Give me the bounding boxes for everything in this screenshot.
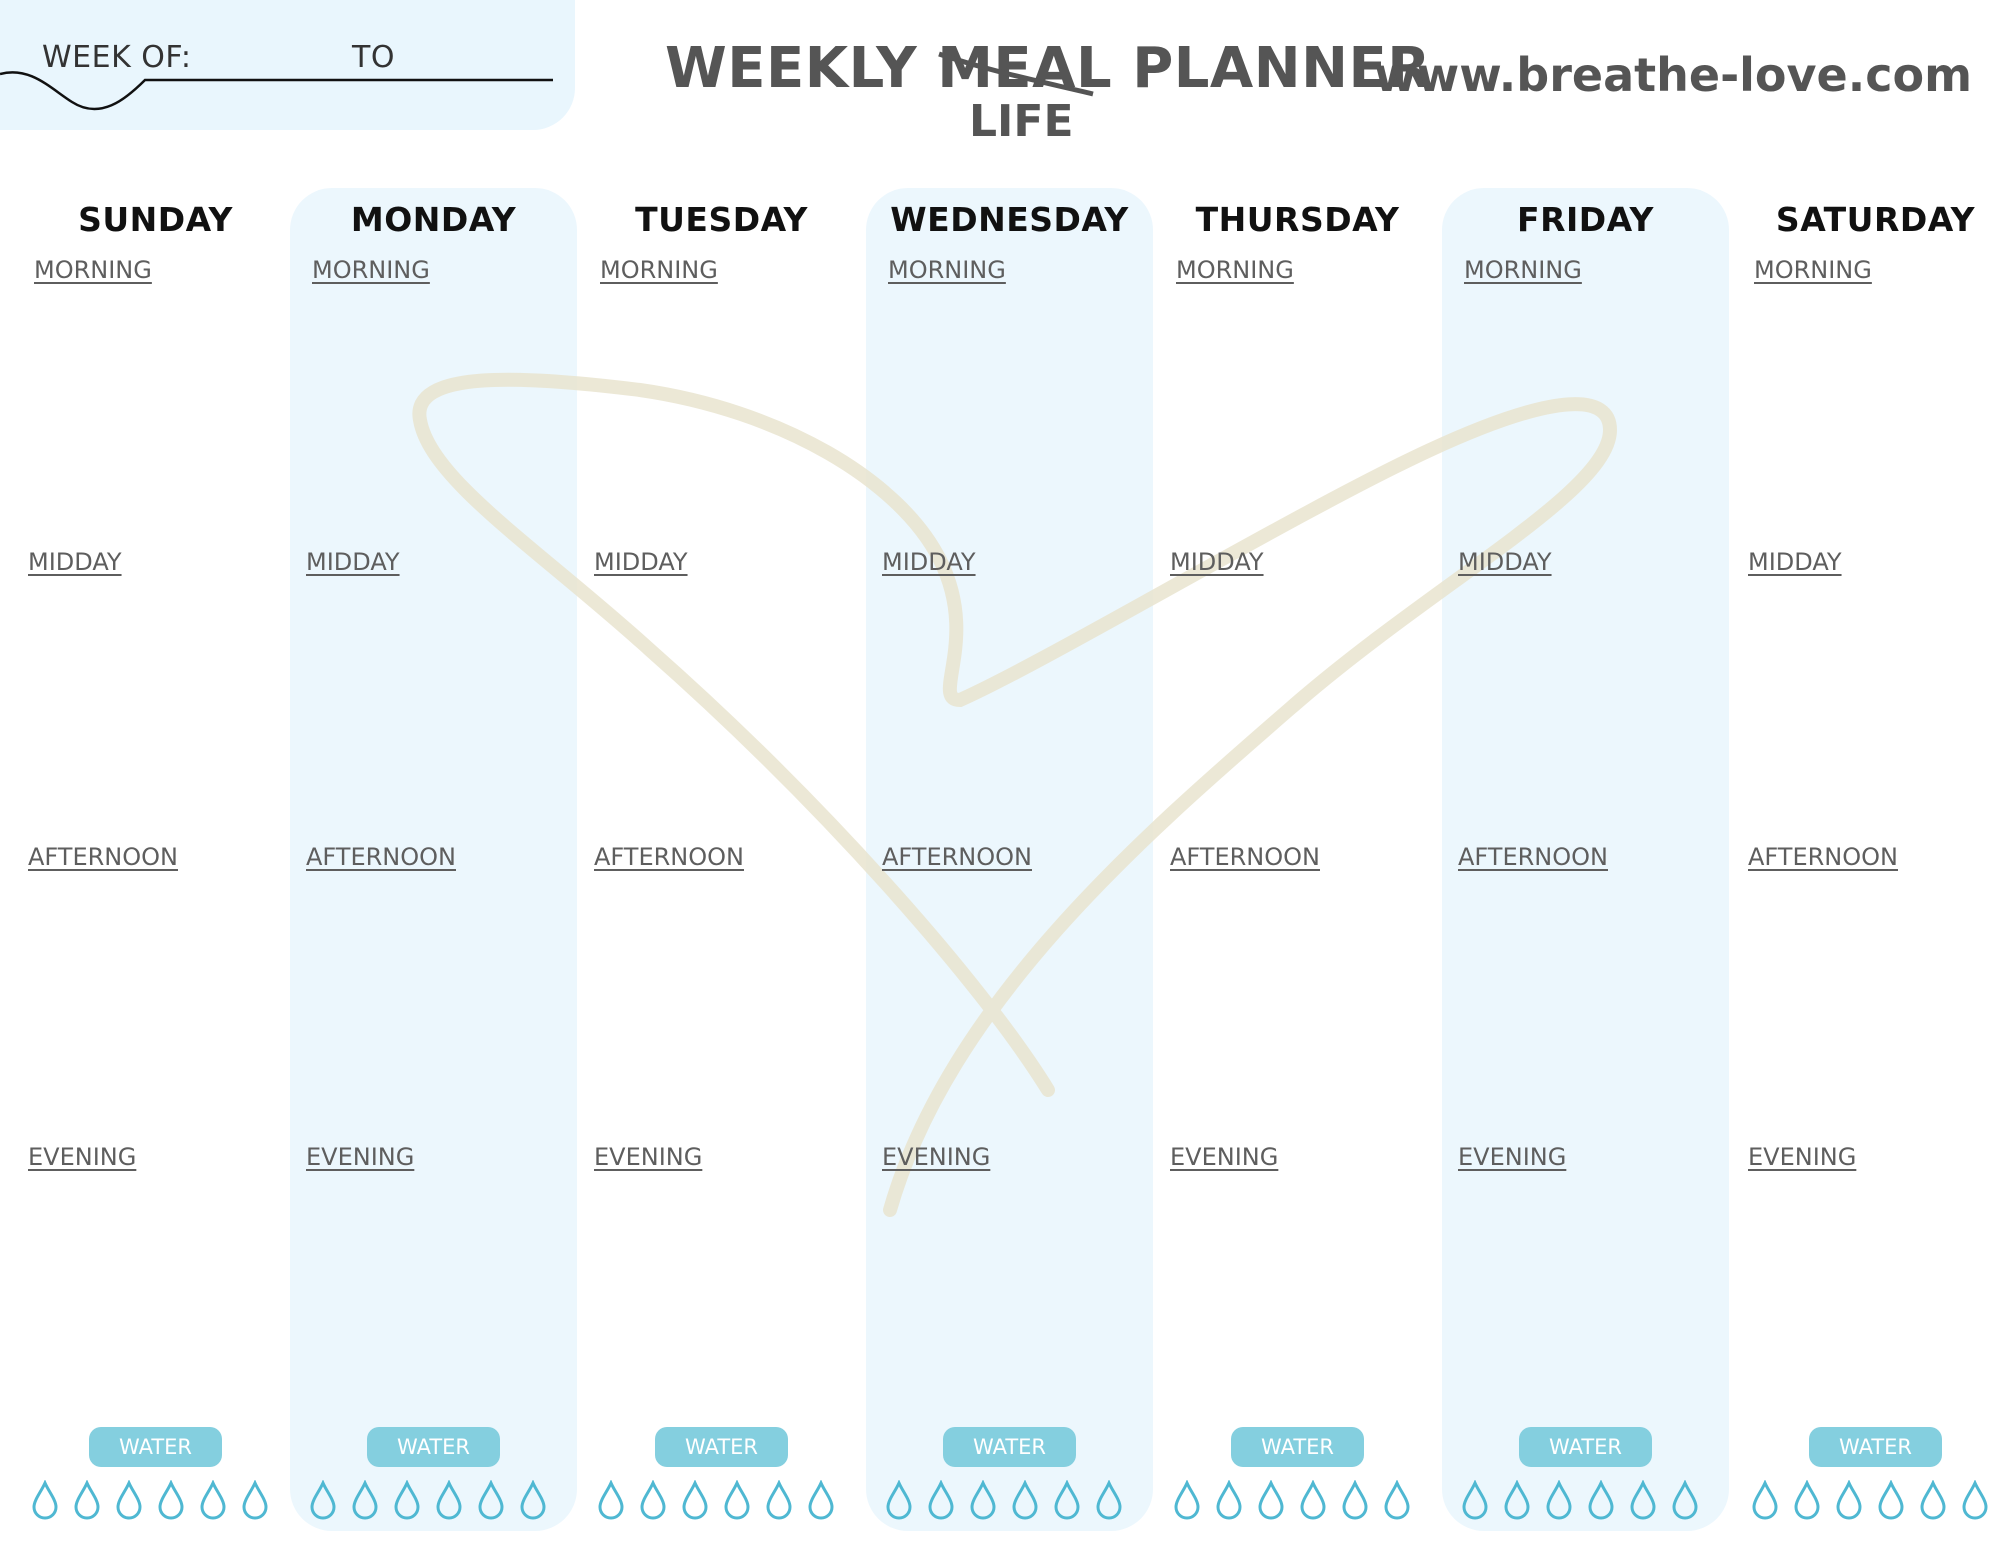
slot-midday[interactable]: MIDDAY (28, 548, 122, 576)
water-drop-icon[interactable] (722, 1480, 752, 1520)
slot-afternoon[interactable]: AFTERNOON (306, 843, 456, 871)
water-drop-icon[interactable] (1876, 1480, 1906, 1520)
slot-morning[interactable]: MORNING (1464, 256, 1582, 284)
slot-midday[interactable]: MIDDAY (882, 548, 976, 576)
slot-evening[interactable]: EVENING (882, 1143, 991, 1171)
slot-morning[interactable]: MORNING (600, 256, 718, 284)
week-of-box: WEEK OF: TO (0, 0, 575, 130)
water-badge: WATER (943, 1427, 1076, 1467)
day-name: SUNDAY (78, 200, 233, 239)
slot-morning[interactable]: MORNING (34, 256, 152, 284)
page-title: WEEKLY MEAL PLANNER LIFE (665, 36, 1430, 156)
strike-through-line (938, 51, 1094, 97)
water-drop-icon[interactable] (1256, 1480, 1286, 1520)
slot-midday[interactable]: MIDDAY (594, 548, 688, 576)
week-date-line[interactable] (0, 60, 560, 120)
slot-midday[interactable]: MIDDAY (1458, 548, 1552, 576)
title-prefix: WEEKLY (665, 36, 938, 101)
water-drop-icon[interactable] (596, 1480, 626, 1520)
title-struck-word: MEAL (937, 36, 1112, 101)
water-drop-icon[interactable] (518, 1480, 548, 1520)
water-drop-icon[interactable] (1960, 1480, 1990, 1520)
slot-afternoon[interactable]: AFTERNOON (28, 843, 178, 871)
water-badge: WATER (1519, 1427, 1652, 1467)
water-drop-icon[interactable] (1460, 1480, 1490, 1520)
water-drop-icon[interactable] (434, 1480, 464, 1520)
slot-evening[interactable]: EVENING (28, 1143, 137, 1171)
water-drop-icon[interactable] (1750, 1480, 1780, 1520)
to-label: TO (352, 40, 395, 75)
water-drop-icon[interactable] (198, 1480, 228, 1520)
slot-afternoon[interactable]: AFTERNOON (1748, 843, 1898, 871)
water-drop-icon[interactable] (1340, 1480, 1370, 1520)
water-drop-icon[interactable] (806, 1480, 836, 1520)
water-badge: WATER (89, 1427, 222, 1467)
water-drop-icon[interactable] (1792, 1480, 1822, 1520)
water-drop-icon[interactable] (1918, 1480, 1948, 1520)
slot-midday[interactable]: MIDDAY (1170, 548, 1264, 576)
water-drop-icon[interactable] (1628, 1480, 1658, 1520)
slot-afternoon[interactable]: AFTERNOON (882, 843, 1032, 871)
slot-evening[interactable]: EVENING (1458, 1143, 1567, 1171)
water-drop-icon[interactable] (30, 1480, 60, 1520)
title-suffix: PLANNER (1112, 36, 1431, 101)
slot-morning[interactable]: MORNING (312, 256, 430, 284)
slot-evening[interactable]: EVENING (1170, 1143, 1279, 1171)
water-drop-icon[interactable] (1172, 1480, 1202, 1520)
slot-afternoon[interactable]: AFTERNOON (594, 843, 744, 871)
water-badge: WATER (1231, 1427, 1364, 1467)
water-drop-icon[interactable] (1214, 1480, 1244, 1520)
water-drop-icon[interactable] (156, 1480, 186, 1520)
water-badge: WATER (1809, 1427, 1942, 1467)
slot-morning[interactable]: MORNING (888, 256, 1006, 284)
slot-afternoon[interactable]: AFTERNOON (1458, 843, 1608, 871)
water-drop-icon[interactable] (1010, 1480, 1040, 1520)
slot-midday[interactable]: MIDDAY (1748, 548, 1842, 576)
slot-morning[interactable]: MORNING (1754, 256, 1872, 284)
water-drop-icon[interactable] (72, 1480, 102, 1520)
day-name: WEDNESDAY (890, 200, 1129, 239)
slot-evening[interactable]: EVENING (1748, 1143, 1857, 1171)
week-of-label: WEEK OF: (42, 40, 192, 75)
day-name: TUESDAY (635, 200, 808, 239)
slot-evening[interactable]: EVENING (594, 1143, 703, 1171)
water-drop-icon[interactable] (350, 1480, 380, 1520)
water-drop-icon[interactable] (1586, 1480, 1616, 1520)
water-drop-icon[interactable] (680, 1480, 710, 1520)
water-drop-icon[interactable] (1502, 1480, 1532, 1520)
water-drop-icon[interactable] (638, 1480, 668, 1520)
water-drop-icon[interactable] (114, 1480, 144, 1520)
water-drop-icon[interactable] (764, 1480, 794, 1520)
water-drop-icon[interactable] (476, 1480, 506, 1520)
slot-evening[interactable]: EVENING (306, 1143, 415, 1171)
day-name: THURSDAY (1195, 200, 1400, 239)
water-drop-icon[interactable] (308, 1480, 338, 1520)
water-drop-icon[interactable] (1298, 1480, 1328, 1520)
water-drop-icon[interactable] (884, 1480, 914, 1520)
day-name: FRIDAY (1517, 200, 1654, 239)
water-drop-icon[interactable] (240, 1480, 270, 1520)
water-drop-icon[interactable] (392, 1480, 422, 1520)
slot-midday[interactable]: MIDDAY (306, 548, 400, 576)
water-drop-icon[interactable] (1382, 1480, 1412, 1520)
water-drop-icon[interactable] (1834, 1480, 1864, 1520)
water-drop-icon[interactable] (1544, 1480, 1574, 1520)
slot-morning[interactable]: MORNING (1176, 256, 1294, 284)
water-drop-icon[interactable] (926, 1480, 956, 1520)
water-drop-icon[interactable] (968, 1480, 998, 1520)
water-badge: WATER (655, 1427, 788, 1467)
day-name: SATURDAY (1775, 200, 1976, 239)
title-replacement-word: LIFE (969, 96, 1074, 147)
water-drop-icon[interactable] (1670, 1480, 1700, 1520)
day-name: MONDAY (350, 200, 517, 239)
water-badge: WATER (367, 1427, 500, 1467)
slot-afternoon[interactable]: AFTERNOON (1170, 843, 1320, 871)
website-url[interactable]: www.breathe-love.com (1374, 48, 1972, 102)
water-drop-icon[interactable] (1094, 1480, 1124, 1520)
water-drop-icon[interactable] (1052, 1480, 1082, 1520)
